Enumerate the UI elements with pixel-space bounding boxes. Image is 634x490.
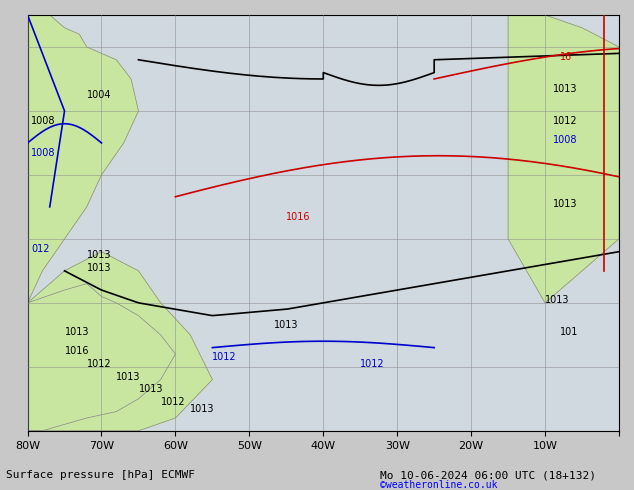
Text: Surface pressure [hPa] ECMWF: Surface pressure [hPa] ECMWF [6,470,195,480]
Polygon shape [27,284,176,431]
Polygon shape [508,15,619,303]
Text: 1013: 1013 [138,384,163,394]
Text: 1012: 1012 [87,359,112,369]
Text: 1013: 1013 [552,199,577,209]
Text: 1008: 1008 [552,135,577,145]
Polygon shape [27,15,138,303]
Text: 1013: 1013 [190,404,215,414]
Text: 1013: 1013 [65,327,89,337]
Text: 1012: 1012 [552,116,577,126]
Text: 1013: 1013 [552,84,577,94]
Text: 1016: 1016 [65,346,89,356]
Text: 1012: 1012 [212,352,237,363]
Text: 1012: 1012 [160,397,185,407]
Text: 012: 012 [31,244,49,254]
Text: ©weatheronline.co.uk: ©weatheronline.co.uk [380,480,498,490]
Text: 1013: 1013 [87,250,111,260]
Text: 1016: 1016 [287,212,311,221]
Text: 1008: 1008 [31,147,56,158]
Text: 1013: 1013 [274,320,299,330]
Polygon shape [27,252,212,431]
Text: 1013: 1013 [87,263,111,273]
Text: 16: 16 [560,52,572,62]
Text: 1013: 1013 [116,371,141,382]
Text: 1012: 1012 [360,359,385,369]
Text: 1008: 1008 [31,116,56,126]
Text: Mo 10-06-2024 06:00 UTC (18+132): Mo 10-06-2024 06:00 UTC (18+132) [380,470,597,480]
Text: 101: 101 [560,327,578,337]
Text: 1013: 1013 [545,295,569,305]
Text: 1004: 1004 [87,90,111,100]
